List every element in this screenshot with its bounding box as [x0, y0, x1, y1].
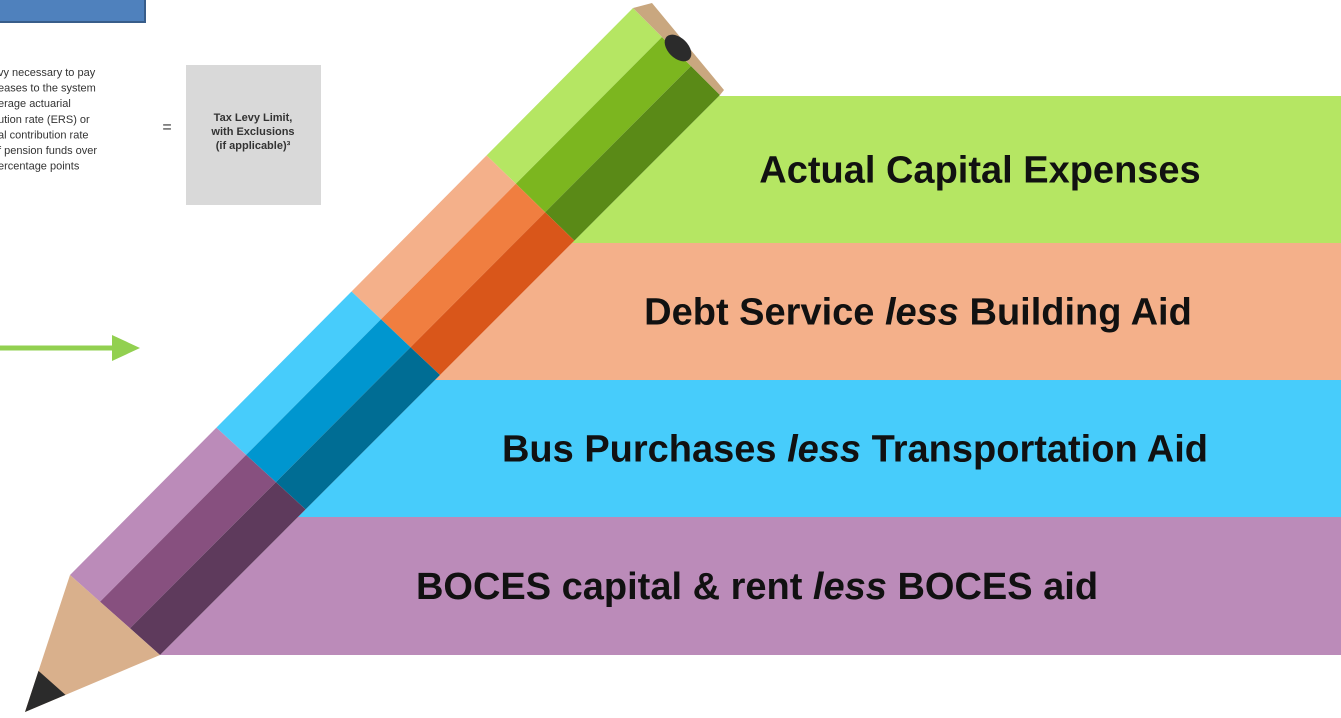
left-text-line: f pension funds over — [0, 145, 97, 157]
label-part: Building Aid — [959, 292, 1192, 334]
pencil-stripe — [545, 66, 720, 241]
left-text-line: eases to the system — [0, 83, 96, 95]
exclusion-label: Actual Capital Expenses — [759, 150, 1200, 192]
pencil-stripe — [351, 155, 516, 320]
pencil-stripe — [216, 291, 381, 455]
pencil-stripe — [130, 482, 306, 655]
left-text-line: vy necessary to pay — [0, 67, 96, 79]
label-emphasis: less — [813, 566, 887, 608]
pencil-stripe — [275, 347, 440, 510]
exclusion-band — [298, 380, 1341, 517]
exclusion-label: Bus Purchases less Transportation Aid — [502, 429, 1208, 471]
exclusion-band — [435, 243, 1341, 380]
label-part: BOCES capital & rent — [416, 566, 813, 608]
left-text-line: ercentage points — [0, 161, 80, 173]
header-box — [0, 0, 146, 23]
pencil-stripe — [515, 37, 691, 213]
exclusion-band — [572, 96, 1341, 243]
equals-sign: = — [162, 119, 171, 136]
arrow-head — [112, 335, 140, 361]
left-text-line: erage actuarial — [0, 98, 71, 110]
label-part: Transportation Aid — [861, 429, 1208, 471]
exclusion-label: BOCES capital & rent less BOCES aid — [416, 566, 1098, 608]
left-text-line: ution rate (ERS) or — [0, 114, 90, 126]
pencil-graphite — [25, 670, 66, 712]
label-part: BOCES aid — [887, 566, 1098, 608]
pencil-stripe — [70, 427, 247, 602]
pencil-stripe — [410, 212, 575, 375]
label-emphasis: less — [885, 292, 959, 334]
exclusion-label: Debt Service less Building Aid — [644, 292, 1192, 334]
result-box-line: with Exclusions — [210, 126, 294, 138]
label-part: Actual Capital Expenses — [759, 150, 1200, 192]
pencil-stripe — [486, 8, 662, 184]
pencil-stripe — [381, 183, 546, 348]
label-part: Bus Purchases — [502, 429, 787, 471]
result-box-line: Tax Levy Limit, — [214, 112, 293, 124]
pencil-wood — [25, 575, 160, 712]
pencil-stripe — [246, 319, 411, 483]
label-emphasis: less — [787, 429, 861, 471]
left-text-line: al contribution rate — [0, 129, 89, 141]
pencil-stripe — [100, 454, 276, 629]
exclusion-band — [160, 517, 1341, 655]
label-part: Debt Service — [644, 292, 885, 334]
result-box — [186, 65, 321, 205]
pencil-end-hole — [664, 34, 692, 62]
result-box-line: (if applicable)³ — [216, 140, 291, 152]
